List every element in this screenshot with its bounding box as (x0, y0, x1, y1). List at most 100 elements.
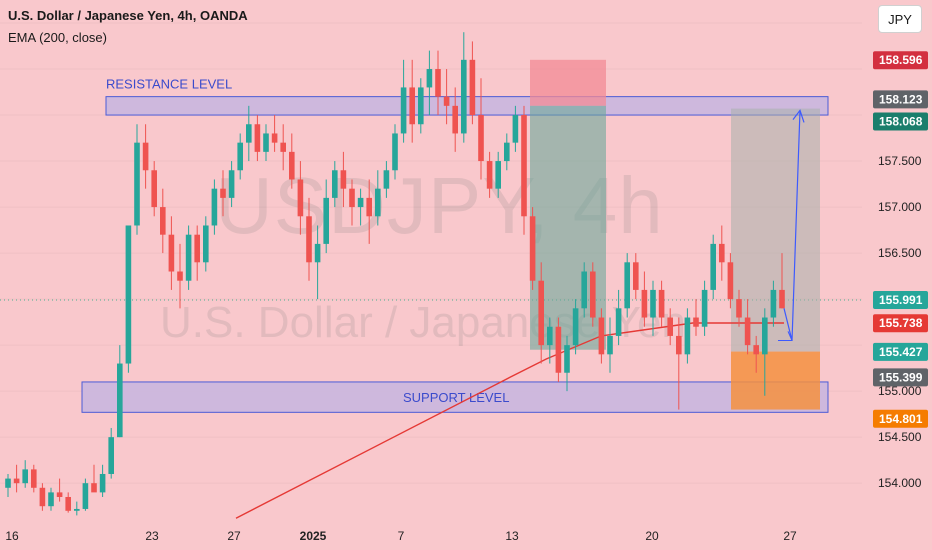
candle-body (366, 197, 372, 217)
candle (529, 207, 536, 290)
candle-body (435, 69, 441, 97)
candle (82, 478, 89, 511)
candle-body (375, 188, 381, 217)
candle (74, 501, 80, 516)
candle-body (615, 308, 622, 336)
candle-body (383, 170, 390, 189)
candle (547, 317, 553, 364)
candle-body (572, 308, 579, 346)
x-tick-label: 2025 (300, 529, 327, 543)
candle (512, 105, 519, 152)
candle (99, 464, 106, 497)
candle (323, 179, 329, 254)
y-tick-label: 157.500 (878, 154, 922, 168)
candle (31, 464, 37, 493)
candle-body (392, 133, 398, 171)
candle (91, 464, 97, 493)
projection-arrowhead (792, 109, 805, 123)
candle (607, 317, 613, 373)
candle (340, 151, 347, 208)
candle (615, 289, 622, 346)
candle-body (125, 225, 132, 364)
candle-body (211, 188, 218, 226)
candle (194, 225, 200, 281)
candle-body (108, 437, 114, 474)
candle-body (710, 243, 716, 290)
candle-body (443, 96, 450, 106)
candle (478, 78, 484, 180)
currency-button[interactable]: JPY (878, 5, 922, 33)
candle (400, 59, 407, 143)
price-tag-label: 158.068 (879, 114, 923, 128)
candle-body (641, 289, 648, 318)
candles (5, 32, 785, 516)
candle (177, 243, 183, 309)
candle (667, 308, 673, 346)
ema-line (235, 322, 784, 519)
price-tag-box (873, 290, 928, 309)
candle (633, 253, 639, 300)
candle (710, 234, 716, 300)
candle-body (469, 59, 476, 116)
price-tag-sl: 158.596 (873, 51, 928, 70)
candle (435, 50, 441, 116)
candle (495, 151, 501, 198)
candle-body (581, 271, 587, 309)
x-tick-label: 20 (645, 529, 659, 543)
candle (142, 124, 149, 189)
candle-body (39, 487, 46, 507)
indicator-legend[interactable]: EMA (200, close) (8, 30, 107, 45)
price-tag-last: 155.991 (873, 290, 928, 309)
price-tag-label: 155.399 (879, 370, 923, 384)
candle (39, 483, 46, 511)
support-label: SUPPORT LEVEL (403, 390, 509, 405)
projection-tick (778, 331, 793, 342)
candle-body (314, 243, 321, 263)
candle (151, 161, 157, 217)
candle (581, 262, 587, 318)
candle-body (418, 87, 424, 125)
candle (461, 32, 467, 143)
candle (469, 41, 476, 125)
price-tag-box (873, 342, 928, 361)
candle-body (263, 133, 269, 152)
candle-body (564, 345, 570, 373)
candle (22, 460, 28, 488)
candle-body (357, 197, 364, 208)
candle-body (521, 115, 527, 217)
candle (117, 345, 123, 438)
price-tag-box (873, 409, 928, 428)
long-stop-zone (731, 351, 820, 410)
candle (753, 335, 759, 373)
price-tag-label: 155.738 (879, 316, 923, 330)
candle (263, 124, 269, 162)
chart-title: U.S. Dollar / Japanese Yen, 4h, OANDA (8, 8, 248, 23)
candle (770, 280, 777, 327)
candle-body (736, 299, 742, 318)
candle-body (332, 170, 338, 198)
candle-body (5, 478, 11, 488)
candle (168, 216, 175, 290)
candle-body (246, 124, 252, 143)
support-zone (81, 381, 829, 413)
candle (624, 253, 630, 318)
candle-body (151, 170, 157, 208)
candle-body (297, 179, 304, 217)
candle (598, 308, 605, 364)
candle (443, 69, 450, 125)
candle-body (82, 483, 89, 509)
candle-body (753, 345, 759, 355)
candle-body (237, 142, 243, 171)
candle (48, 487, 54, 511)
candle (366, 179, 372, 244)
candle-body (762, 317, 768, 355)
candle-body (117, 363, 123, 438)
candle (56, 478, 63, 502)
candle-body (56, 492, 63, 497)
price-axis: 159.000157.500157.000156.500155.000154.5… (873, 16, 928, 490)
candle-body (529, 216, 536, 281)
projection-arrow (778, 109, 805, 342)
candle (280, 124, 286, 171)
